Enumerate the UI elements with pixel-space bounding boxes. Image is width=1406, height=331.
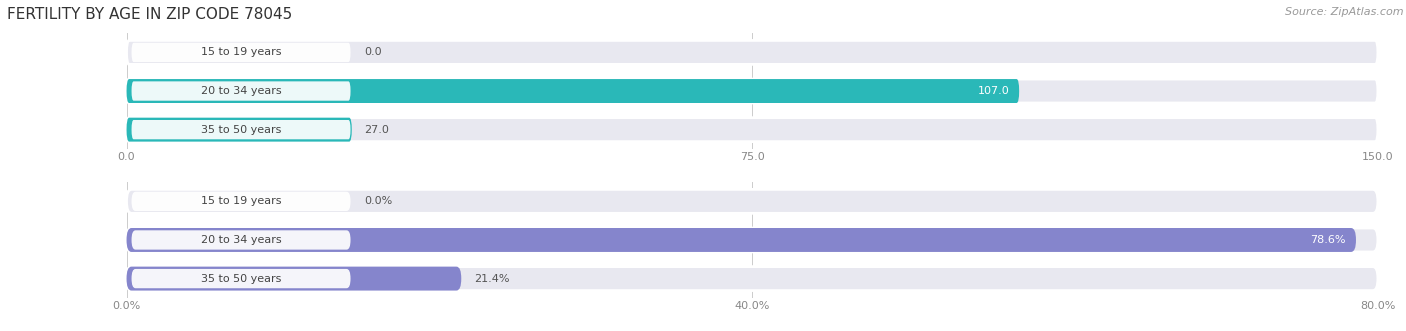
- Text: 35 to 50 years: 35 to 50 years: [201, 274, 281, 284]
- FancyBboxPatch shape: [132, 230, 350, 250]
- FancyBboxPatch shape: [127, 189, 1378, 213]
- Text: 20 to 34 years: 20 to 34 years: [201, 86, 281, 96]
- Text: 15 to 19 years: 15 to 19 years: [201, 47, 281, 57]
- FancyBboxPatch shape: [127, 79, 1378, 103]
- FancyBboxPatch shape: [127, 118, 352, 142]
- FancyBboxPatch shape: [132, 81, 350, 101]
- FancyBboxPatch shape: [132, 192, 350, 211]
- Text: 78.6%: 78.6%: [1310, 235, 1346, 245]
- Text: FERTILITY BY AGE IN ZIP CODE 78045: FERTILITY BY AGE IN ZIP CODE 78045: [7, 7, 292, 22]
- Text: 21.4%: 21.4%: [474, 274, 509, 284]
- Text: 0.0%: 0.0%: [364, 196, 392, 206]
- Text: 0.0: 0.0: [364, 47, 382, 57]
- Text: 35 to 50 years: 35 to 50 years: [201, 125, 281, 135]
- FancyBboxPatch shape: [127, 79, 1019, 103]
- FancyBboxPatch shape: [127, 267, 461, 291]
- FancyBboxPatch shape: [127, 267, 1378, 291]
- Text: 15 to 19 years: 15 to 19 years: [201, 196, 281, 206]
- Text: 107.0: 107.0: [977, 86, 1010, 96]
- FancyBboxPatch shape: [127, 40, 1378, 64]
- FancyBboxPatch shape: [132, 43, 350, 62]
- Text: 27.0: 27.0: [364, 125, 389, 135]
- Text: 20 to 34 years: 20 to 34 years: [201, 235, 281, 245]
- FancyBboxPatch shape: [132, 120, 350, 139]
- FancyBboxPatch shape: [127, 228, 1355, 252]
- Text: Source: ZipAtlas.com: Source: ZipAtlas.com: [1285, 7, 1403, 17]
- FancyBboxPatch shape: [127, 228, 1378, 252]
- FancyBboxPatch shape: [127, 118, 1378, 142]
- FancyBboxPatch shape: [132, 269, 350, 288]
